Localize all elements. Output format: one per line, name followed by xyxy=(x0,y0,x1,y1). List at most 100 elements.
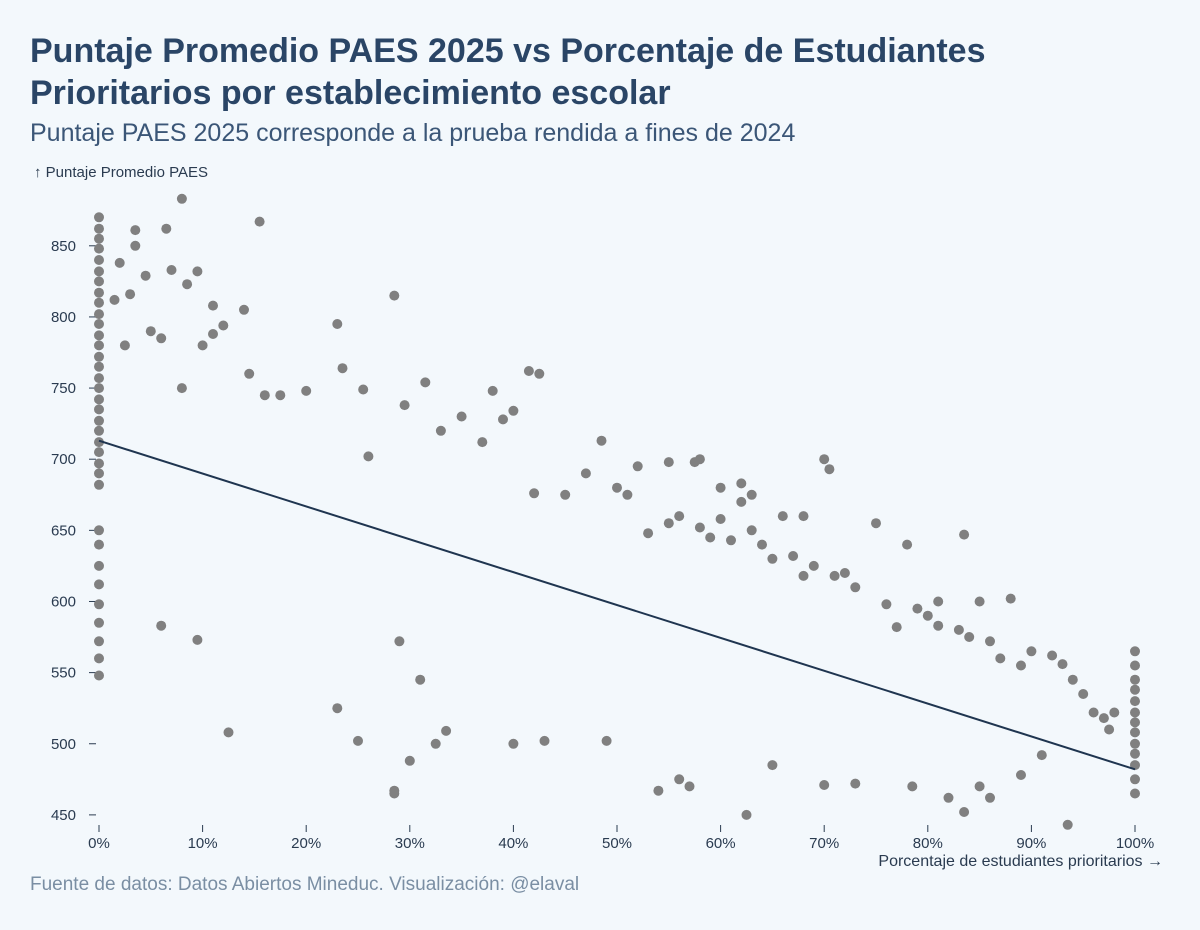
data-point xyxy=(902,539,913,550)
data-point xyxy=(974,596,985,607)
data-point xyxy=(420,377,431,388)
data-point xyxy=(767,760,778,771)
data-point xyxy=(736,496,747,507)
trend-line-group xyxy=(98,439,1136,771)
x-tick-label-20: 20% xyxy=(291,835,321,852)
data-point xyxy=(1067,674,1078,685)
y-tick-label-850: 850 xyxy=(51,238,76,255)
data-point xyxy=(332,319,343,329)
data-point xyxy=(1130,727,1140,738)
data-point xyxy=(94,361,104,372)
data-point xyxy=(94,670,104,681)
data-point xyxy=(456,411,467,422)
data-point xyxy=(663,518,674,529)
data-point xyxy=(415,674,426,685)
data-point xyxy=(176,193,187,204)
chart-title: Puntaje Promedio PAES 2025 vs Porcentaje… xyxy=(30,32,986,112)
data-point xyxy=(182,279,193,290)
data-point xyxy=(166,265,177,275)
data-point xyxy=(156,620,167,631)
data-points xyxy=(94,193,1140,830)
data-point xyxy=(580,468,591,479)
data-point xyxy=(114,257,125,268)
data-point xyxy=(94,212,104,223)
data-point xyxy=(94,447,104,458)
data-point xyxy=(140,270,151,281)
data-point xyxy=(767,553,778,564)
y-tick-label-450: 450 xyxy=(51,807,76,824)
data-point xyxy=(389,290,400,301)
data-point xyxy=(1130,748,1140,759)
data-point xyxy=(94,579,104,590)
data-point xyxy=(1130,788,1140,799)
data-point xyxy=(94,415,104,426)
trend-line xyxy=(98,439,1136,771)
x-tick-label-50: 50% xyxy=(602,835,632,852)
data-point xyxy=(1104,724,1115,735)
y-tick-label-750: 750 xyxy=(51,380,76,397)
data-point xyxy=(757,539,767,550)
data-point xyxy=(94,425,104,436)
data-point xyxy=(94,617,104,628)
data-point xyxy=(477,437,488,448)
data-point xyxy=(1078,689,1089,699)
y-tick-label-650: 650 xyxy=(51,522,76,539)
data-point xyxy=(1047,650,1058,661)
data-point xyxy=(94,255,104,265)
data-point xyxy=(1130,646,1140,657)
y-tick-label-700: 700 xyxy=(51,451,76,468)
data-point xyxy=(109,294,120,305)
data-point xyxy=(389,788,400,799)
data-point xyxy=(353,735,363,746)
data-point xyxy=(632,461,643,472)
data-point xyxy=(1005,593,1016,604)
data-point xyxy=(741,809,752,820)
x-axis: 0% 10% 20% 30% 40% 50% 60% 70% 80% 90% 100% xyxy=(88,825,1154,852)
data-point xyxy=(726,535,736,546)
data-point xyxy=(1130,684,1140,695)
data-point xyxy=(985,636,995,647)
data-point xyxy=(1098,713,1109,724)
data-point xyxy=(94,458,104,469)
data-point xyxy=(404,755,415,766)
data-point xyxy=(959,807,970,817)
source-footer: Fuente de datos: Datos Abiertos Mineduc.… xyxy=(30,874,580,895)
data-point xyxy=(1026,646,1037,657)
y-tick-label-500: 500 xyxy=(51,736,76,753)
data-point xyxy=(94,351,104,362)
x-tick-label-100: 100% xyxy=(1116,835,1154,852)
data-point xyxy=(94,437,104,448)
data-point xyxy=(130,240,141,251)
data-point xyxy=(1130,707,1140,718)
data-point xyxy=(601,735,612,746)
data-point xyxy=(435,425,446,436)
y-tick-label-800: 800 xyxy=(51,309,76,326)
data-point xyxy=(788,551,799,561)
data-point xyxy=(798,570,809,581)
data-point xyxy=(94,319,104,329)
data-point xyxy=(881,599,892,610)
data-point xyxy=(192,266,203,277)
data-point xyxy=(808,560,819,571)
data-point xyxy=(197,340,208,351)
data-point xyxy=(208,300,218,311)
data-point xyxy=(715,482,726,493)
data-point xyxy=(663,457,674,468)
data-point xyxy=(94,479,104,490)
data-point xyxy=(94,394,104,405)
data-point xyxy=(94,287,104,298)
data-point xyxy=(653,785,664,796)
data-point xyxy=(94,599,104,610)
data-point xyxy=(223,727,234,738)
data-point xyxy=(156,333,167,344)
data-point xyxy=(94,373,104,384)
data-point xyxy=(145,326,156,337)
data-point xyxy=(192,634,203,645)
data-point xyxy=(746,489,757,500)
data-point xyxy=(985,792,995,803)
x-tick-label-90: 90% xyxy=(1016,835,1046,852)
data-point xyxy=(1130,696,1140,707)
data-point xyxy=(839,568,850,578)
data-point xyxy=(1130,717,1140,728)
data-point xyxy=(1130,674,1140,685)
